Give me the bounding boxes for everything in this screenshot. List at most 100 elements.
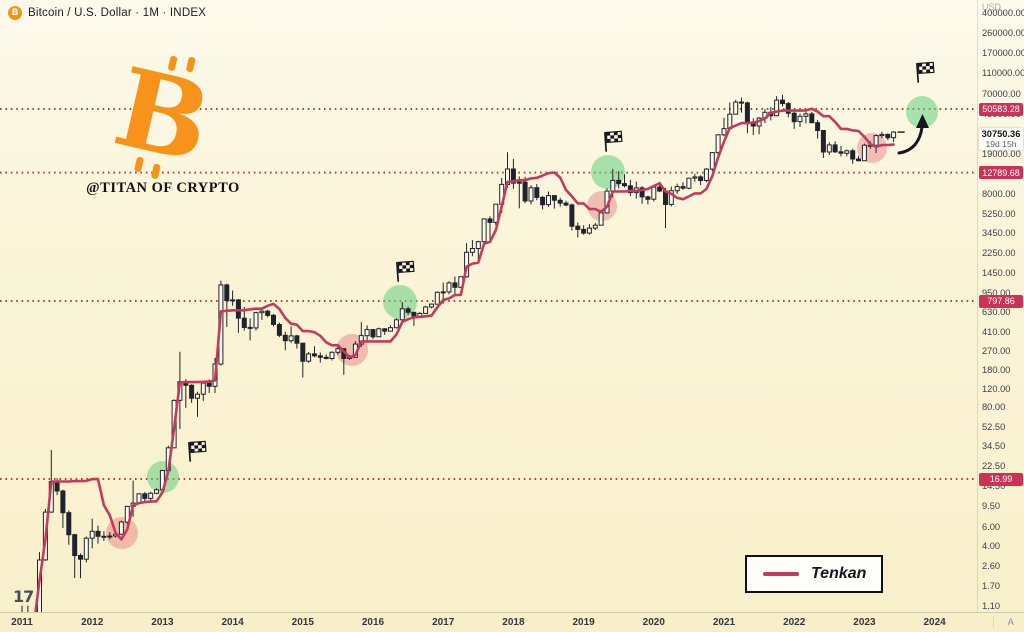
price-tick-label: 110000.00 — [982, 68, 1024, 79]
candle — [487, 218, 493, 223]
tradingview-logo[interactable]: 17 — [13, 587, 34, 606]
candle — [195, 393, 200, 399]
candle — [200, 382, 206, 395]
candle — [774, 99, 780, 117]
candle — [317, 355, 323, 358]
candle — [826, 144, 832, 153]
candle — [815, 122, 821, 131]
candle — [276, 324, 282, 336]
candle — [370, 329, 376, 338]
tenkan-dip-marker — [857, 133, 887, 163]
candle — [282, 334, 288, 342]
bitcoin-icon: B — [8, 6, 22, 20]
candle — [300, 342, 306, 362]
price-tick-label: 70000.00 — [982, 89, 1021, 99]
candle — [668, 190, 674, 205]
price-tick-label: 630.00 — [982, 306, 1011, 317]
candle — [83, 537, 89, 560]
price-tick-label: 3450.00 — [982, 228, 1016, 239]
candle — [253, 312, 259, 329]
price-tick-label: 6.00 — [982, 522, 1001, 533]
year-label: 2023 — [853, 617, 876, 628]
candle — [780, 99, 785, 105]
candle — [703, 168, 709, 182]
candle — [639, 187, 645, 198]
chart-plot-area[interactable]: B Bitcoin / U.S. Dollar · 1M · INDEX B @… — [0, 0, 977, 612]
candle — [72, 534, 78, 557]
candle — [469, 248, 475, 253]
candle — [657, 186, 663, 192]
price-tick-label: 8000.00 — [982, 189, 1016, 200]
candle — [797, 115, 803, 123]
candle — [627, 185, 633, 194]
candle — [698, 176, 704, 181]
candlestick-chart[interactable] — [0, 0, 977, 612]
price-axis[interactable]: USD 400000.00 260000.00 170000.00 110000.00… — [977, 0, 1024, 612]
candle — [241, 317, 247, 329]
candle — [206, 382, 212, 387]
candle — [247, 326, 253, 329]
current-price-value: 30750.36 — [981, 129, 1021, 140]
candle — [721, 128, 727, 136]
candle — [674, 186, 680, 192]
tenkan-legend-label: Tenkan — [811, 565, 867, 582]
candle — [388, 327, 393, 332]
candle — [364, 329, 370, 337]
tenkan-legend[interactable]: Tenkan — [745, 555, 883, 593]
candle — [405, 308, 411, 313]
candle — [850, 150, 856, 160]
candle — [546, 195, 551, 206]
candle — [581, 228, 587, 234]
year-label: 2024 — [923, 617, 946, 628]
candle — [791, 112, 797, 123]
candle — [592, 224, 598, 229]
candle — [101, 535, 107, 538]
candle — [329, 351, 335, 359]
candle — [306, 353, 312, 362]
price-tick-label: 120.00 — [982, 383, 1011, 394]
candle — [586, 227, 592, 234]
time-axis[interactable]: 2011 2012 2013 2014 2015 2016 2017 2018 2019 2020… — [0, 612, 1024, 632]
price-tick-label: 400000.00 — [982, 8, 1024, 19]
price-tick-label: 19000.00 — [982, 149, 1021, 160]
year-label: 2014 — [221, 617, 244, 628]
candle — [557, 199, 563, 204]
candle — [271, 314, 276, 325]
price-tick-label: 4.00 — [982, 540, 1001, 551]
symbol-title[interactable]: Bitcoin / U.S. Dollar · 1M · INDEX — [28, 7, 207, 19]
candle — [335, 348, 341, 353]
candle — [610, 179, 616, 192]
candle — [645, 196, 651, 200]
candle — [434, 291, 440, 305]
candle — [481, 218, 487, 243]
candle — [376, 328, 382, 338]
candle — [78, 555, 83, 560]
candle — [563, 202, 569, 206]
level-price-badge: 16.99 — [979, 472, 1023, 486]
candle — [803, 113, 809, 117]
candle — [323, 356, 329, 359]
candle — [288, 335, 294, 342]
candle — [569, 204, 575, 227]
candle — [118, 521, 124, 535]
candle — [856, 158, 861, 162]
candle — [891, 131, 897, 139]
candle — [739, 101, 744, 104]
candle — [598, 212, 604, 226]
candle — [534, 187, 540, 198]
candle — [692, 176, 698, 179]
year-label: 2012 — [81, 617, 104, 628]
auto-scale-button[interactable]: A — [992, 617, 1014, 628]
level-price-badge: 50583.28 — [979, 102, 1023, 116]
candle — [393, 319, 399, 329]
price-tick-label: 5250.00 — [982, 208, 1016, 219]
candle — [259, 310, 265, 314]
candle — [411, 311, 417, 317]
tenkan-line[interactable] — [22, 107, 895, 612]
candle — [54, 481, 60, 492]
year-label: 2019 — [572, 617, 595, 628]
price-tick-label: 260000.00 — [982, 28, 1024, 39]
symbol-header[interactable]: B Bitcoin / U.S. Dollar · 1M · INDEX — [8, 6, 206, 20]
candle — [154, 489, 159, 494]
price-tick-label: 170000.00 — [982, 48, 1024, 58]
